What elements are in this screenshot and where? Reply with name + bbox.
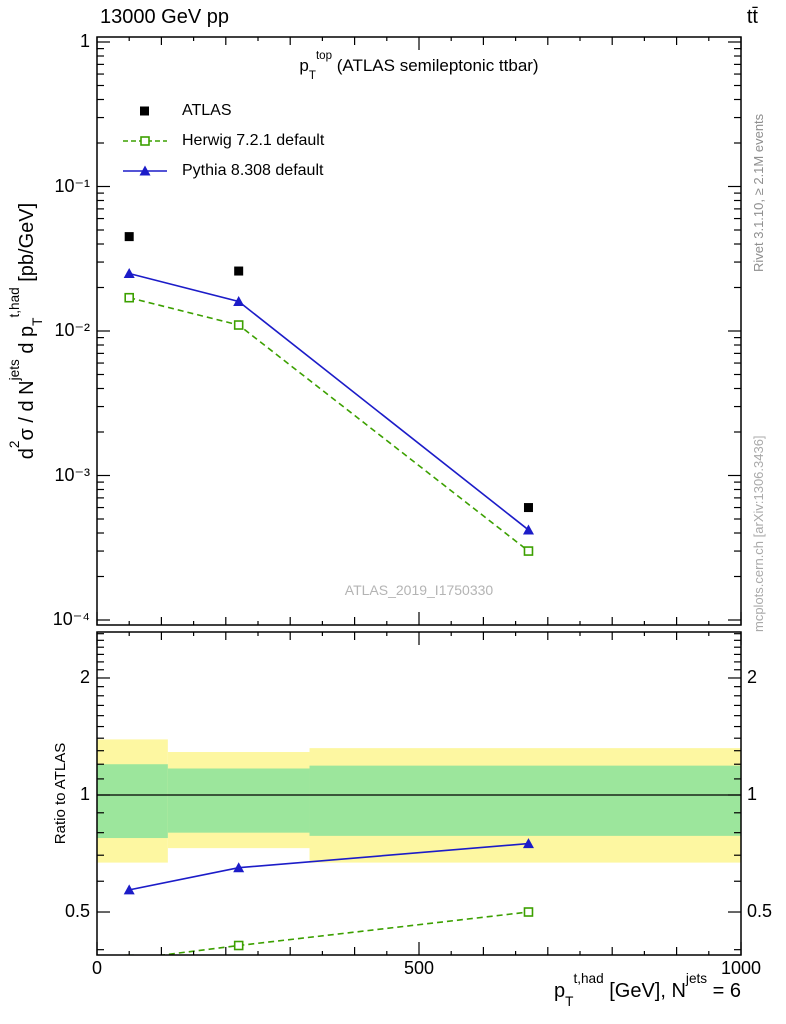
ratio-y-tick-label-left: 1	[79, 784, 90, 804]
main-y-tick-label: 10⁻⁴	[52, 609, 90, 629]
uncertainty-bands	[97, 739, 741, 863]
main-y-tick-label: 1	[79, 31, 90, 51]
series-herwig	[124, 292, 534, 556]
process-label: tt̄	[746, 6, 758, 28]
x-axis-label: pTt,had [GeV], Njets = 6	[554, 971, 741, 1010]
main-y-tick-label: 10⁻³	[54, 464, 90, 485]
legend-item-atlas: ATLAS	[122, 102, 324, 119]
legend-item-pythia: Pythia 8.308 default	[122, 162, 324, 179]
analysis-id-watermark: ATLAS_2019_I1750330	[344, 582, 494, 598]
series-atlas	[124, 232, 533, 513]
legend-label-atlas: ATLAS	[182, 101, 232, 119]
ratio-y-tick-label-right: 2	[747, 666, 758, 687]
series-herwig	[124, 907, 534, 955]
rivet-version-note: Rivet 3.1.10, ≥ 2.1M events	[751, 113, 766, 272]
x-tick-label: 1000	[720, 958, 762, 978]
x-tick-label: 500	[403, 958, 435, 978]
legend: ATLAS Herwig 7.2.1 default Pythia 8.308 …	[122, 102, 324, 192]
mcplots-arxiv-note: mcplots.cern.ch [arXiv:1306.3436]	[751, 435, 766, 632]
x-tick-label: 0	[91, 958, 102, 978]
ratio-y-tick-label-right: 0.5	[747, 901, 773, 921]
ratio-y-tick-label-left: 2	[79, 666, 90, 687]
main-y-tick-label: 10⁻¹	[54, 175, 90, 196]
beam-energy-label: 13000 GeV pp	[100, 6, 229, 28]
atlas-square-marker-icon	[140, 106, 149, 115]
herwig-dashed-line-marker-icon	[123, 135, 167, 146]
main-y-tick-label: 10⁻²	[54, 320, 90, 340]
legend-item-herwig: Herwig 7.2.1 default	[122, 132, 324, 149]
plot-title: pTtop (ATLAS semileptonic ttbar)	[299, 50, 539, 83]
ratio-y-tick-label-right: 1	[747, 784, 758, 804]
pythia-triangle-marker-icon	[123, 165, 167, 175]
series-pythia	[123, 838, 534, 895]
legend-label-herwig: Herwig 7.2.1 default	[182, 131, 325, 149]
ratio-y-tick-label-left: 0.5	[64, 901, 90, 921]
axis-ticks	[96, 37, 742, 955]
series-pythia	[123, 267, 534, 535]
legend-label-pythia: Pythia 8.308 default	[182, 161, 324, 179]
